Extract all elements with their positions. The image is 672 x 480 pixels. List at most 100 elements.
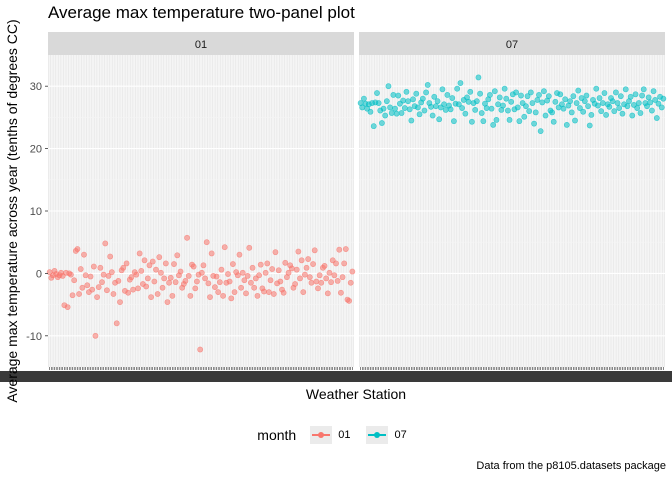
data-point (136, 250, 143, 257)
legend-key-01 (310, 426, 333, 444)
data-point (243, 290, 249, 297)
data-point (153, 266, 159, 273)
data-point (595, 102, 601, 109)
data-point (115, 277, 122, 284)
data-point (472, 107, 479, 113)
data-point (166, 279, 172, 286)
data-point (216, 279, 223, 286)
strip-01-label: 01 (195, 39, 207, 51)
data-point (148, 294, 154, 301)
data-point (342, 246, 349, 252)
data-point (424, 82, 431, 88)
data-point (400, 97, 407, 104)
data-point (292, 281, 298, 287)
data-point (583, 92, 590, 99)
data-point (334, 277, 341, 284)
data-point (442, 107, 449, 113)
data-point (573, 100, 580, 106)
x-tick-labels-band (359, 371, 665, 382)
data-point (338, 289, 344, 296)
data-point (333, 260, 339, 267)
data-point (580, 108, 587, 115)
data-point (627, 93, 634, 100)
y-tick-label: -10 (26, 331, 42, 343)
data-point (108, 269, 115, 276)
data-point (197, 346, 204, 353)
legend-item-07: 07 (366, 426, 407, 444)
data-point (220, 292, 226, 299)
data-point (477, 90, 483, 97)
data-point (644, 103, 650, 110)
data-point (473, 98, 480, 105)
data-point (527, 89, 534, 96)
data-point (542, 112, 549, 119)
data-point (171, 261, 177, 267)
data-point (581, 98, 588, 105)
data-point (264, 260, 271, 267)
data-point (539, 99, 546, 106)
data-point (256, 272, 262, 279)
data-point (182, 277, 189, 284)
data-point (433, 103, 439, 110)
data-point (82, 272, 89, 279)
data-point (249, 264, 256, 271)
data-point (349, 268, 356, 275)
data-point (151, 278, 158, 285)
data-point (406, 106, 413, 113)
data-point (226, 278, 233, 285)
data-point (457, 80, 464, 86)
data-point (161, 275, 168, 282)
data-point (501, 85, 508, 92)
data-point (655, 100, 662, 107)
data-point (410, 96, 416, 103)
data-point (385, 83, 392, 90)
data-point (526, 108, 533, 115)
data-point (423, 89, 429, 96)
data-point (305, 256, 312, 262)
points-01 (46, 234, 356, 353)
data-point (370, 123, 377, 130)
data-point (398, 110, 405, 116)
data-point (315, 285, 321, 292)
data-point (326, 269, 333, 276)
data-point (529, 100, 536, 106)
data-point (593, 85, 600, 92)
data-point (95, 284, 102, 291)
data-point (202, 275, 208, 282)
data-point (441, 101, 447, 108)
data-point (100, 271, 107, 278)
data-point (311, 247, 318, 254)
data-point (454, 85, 461, 92)
data-point (162, 260, 169, 267)
data-point (390, 92, 397, 98)
data-point (487, 92, 493, 98)
data-point (550, 118, 557, 125)
legend-label-07: 07 (394, 429, 407, 441)
grid-01 (48, 55, 354, 367)
data-point (629, 112, 636, 119)
data-point (428, 103, 434, 110)
data-point (455, 101, 462, 108)
data-point (596, 95, 603, 101)
y-tick-label: 0 (36, 268, 42, 280)
data-point (568, 109, 575, 116)
data-point (603, 112, 609, 118)
data-point (303, 264, 310, 271)
data-point (164, 299, 171, 305)
data-point (74, 246, 81, 252)
points-07 (357, 74, 667, 135)
data-point (361, 95, 367, 102)
data-point (280, 289, 287, 296)
data-point (221, 244, 228, 251)
data-point (524, 93, 531, 100)
data-point (639, 92, 645, 99)
data-point (293, 266, 300, 273)
data-point (133, 271, 140, 278)
data-point (113, 320, 120, 327)
data-point (383, 98, 390, 105)
data-point (190, 263, 197, 270)
data-point (491, 88, 498, 95)
data-point (318, 279, 325, 286)
data-point (635, 100, 642, 106)
